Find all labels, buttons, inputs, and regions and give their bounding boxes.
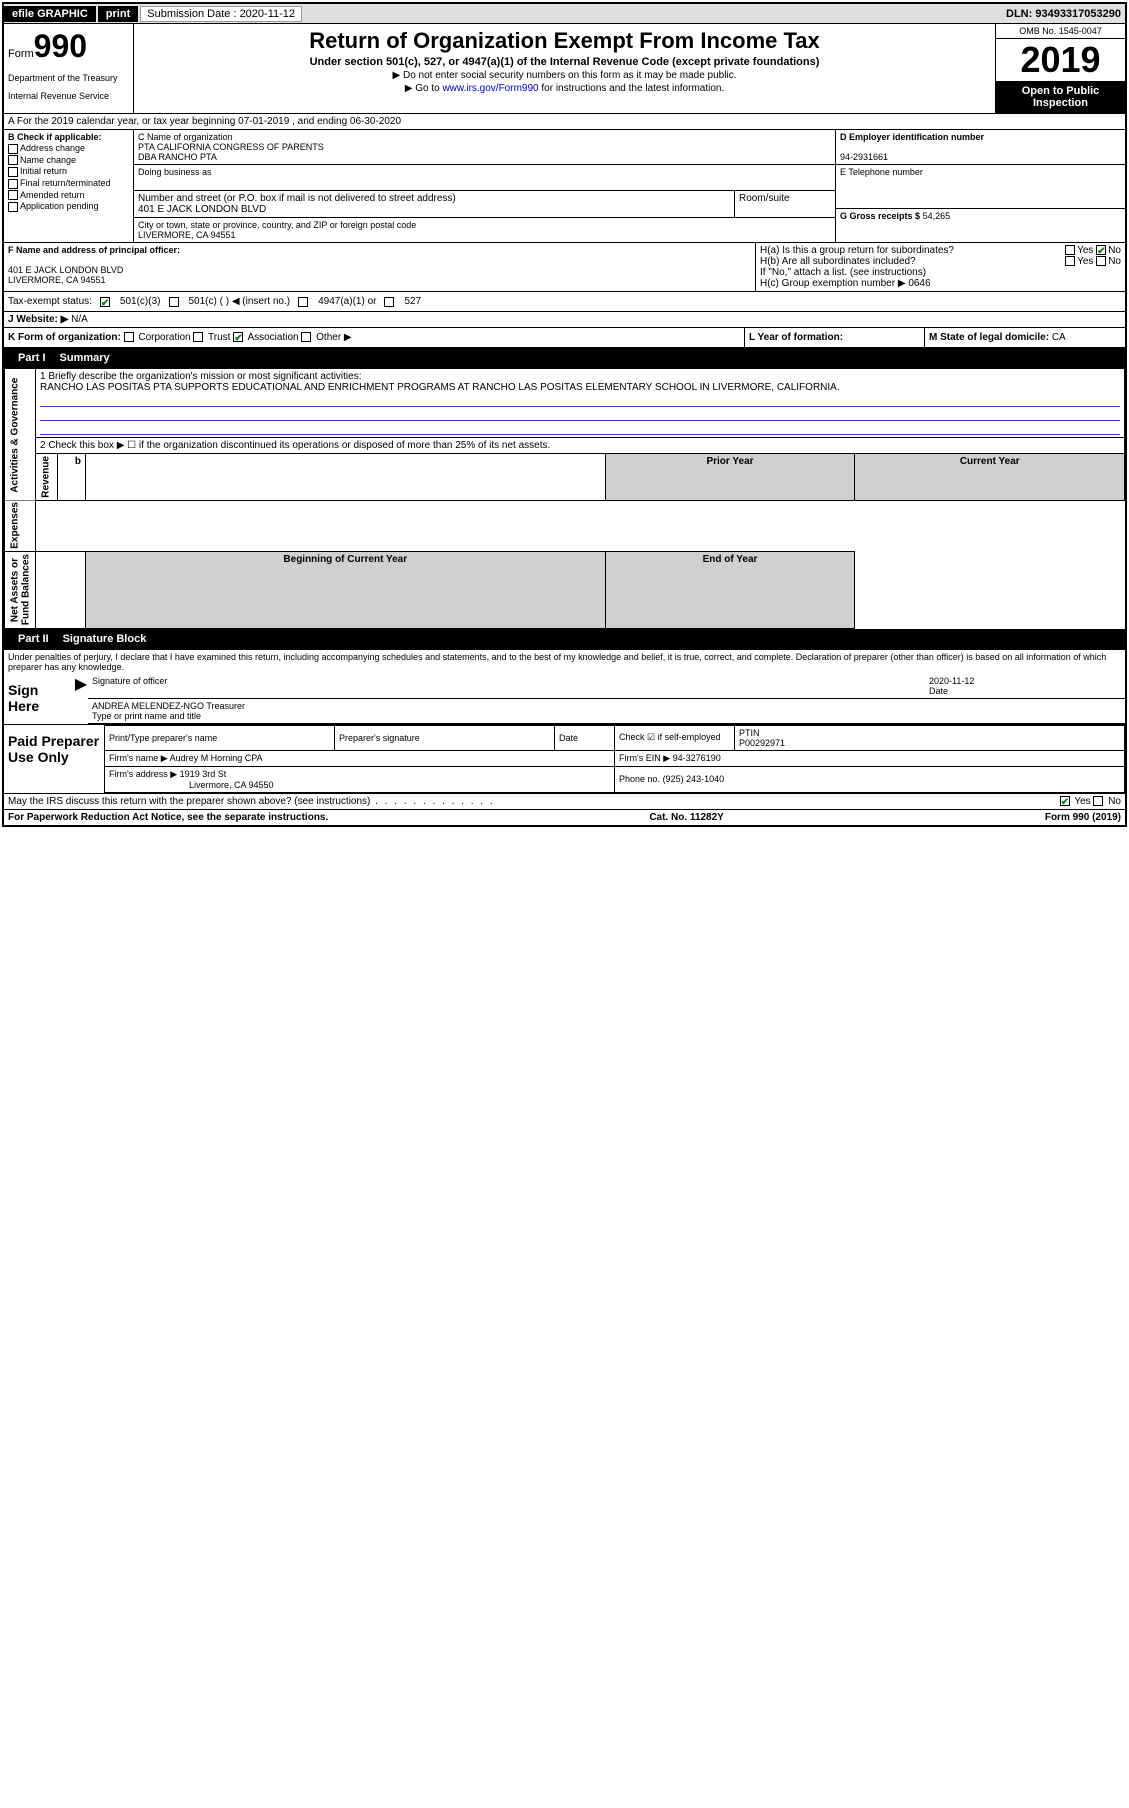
subtitle-section: Under section 501(c), 527, or 4947(a)(1)… [138, 56, 991, 68]
org-city: LIVERMORE, CA 94551 [138, 230, 831, 240]
perjury-text: Under penalties of perjury, I declare th… [4, 649, 1125, 674]
paid-preparer-block: Paid Preparer Use Only Print/Type prepar… [4, 725, 1125, 794]
chk-initial[interactable] [8, 167, 18, 177]
sign-here-block: Sign Here ▶ Signature of officer 2020-11… [4, 674, 1125, 725]
print-button[interactable]: print [98, 6, 138, 22]
vert-revenue: Revenue [36, 454, 58, 501]
dept-irs: Internal Revenue Service [8, 91, 129, 101]
box-d-e-g: D Employer identification number 94-2931… [835, 130, 1125, 242]
vert-governance: Activities & Governance [5, 369, 36, 501]
form990-link[interactable]: www.irs.gov/Form990 [442, 83, 538, 94]
dln: DLN: 93493317053290 [1006, 8, 1121, 20]
submission-date: Submission Date : 2020-11-12 [140, 6, 302, 22]
tax-year: 2019 [996, 39, 1125, 81]
line-a: A For the 2019 calendar year, or tax yea… [4, 114, 1125, 130]
chk-trust[interactable] [193, 332, 203, 342]
part-2-header: Part II Signature Block [4, 629, 1125, 649]
summary-table: Activities & Governance 1 Briefly descri… [4, 368, 1125, 629]
org-name-2: DBA RANCHO PTA [138, 152, 831, 162]
chk-final[interactable] [8, 179, 18, 189]
form-header: Form990 Department of the Treasury Inter… [4, 24, 1125, 114]
chk-discuss-yes[interactable] [1060, 796, 1070, 806]
discuss-row: May the IRS discuss this return with the… [4, 794, 1125, 810]
firm-name: Audrey M Horning CPA [170, 753, 263, 763]
vert-net: Net Assets or Fund Balances [5, 552, 36, 628]
form-number: 990 [34, 28, 87, 64]
line-k: K Form of organization: Corporation Trus… [4, 328, 1125, 348]
firm-addr2: Livermore, CA 94550 [189, 780, 274, 790]
tax-exempt-row: Tax-exempt status: 501(c)(3) 501(c) ( ) … [4, 292, 1125, 312]
sig-date: 2020-11-12 [929, 676, 974, 686]
chk-501c3[interactable] [100, 297, 110, 307]
part-1-header: Part I Summary [4, 348, 1125, 368]
website: N/A [71, 314, 88, 325]
vert-expenses: Expenses [5, 500, 36, 552]
org-name-1: PTA CALIFORNIA CONGRESS OF PARENTS [138, 142, 831, 152]
efile-button[interactable]: efile GRAPHIC [4, 6, 96, 22]
chk-name[interactable] [8, 155, 18, 165]
chk-assoc[interactable] [233, 332, 243, 342]
chk-address[interactable] [8, 144, 18, 154]
firm-phone: (925) 243-1040 [663, 774, 725, 784]
box-b: B Check if applicable: Address change Na… [4, 130, 134, 242]
chk-ha-no[interactable] [1096, 245, 1106, 255]
top-bar: efile GRAPHIC print Submission Date : 20… [4, 4, 1125, 24]
box-h: H(a) Is this a group return for subordin… [755, 243, 1125, 291]
instruction-goto: ▶ Go to www.irs.gov/Form990 for instruct… [138, 83, 991, 94]
org-address: 401 E JACK LONDON BLVD [138, 204, 730, 215]
group-exemption: 0646 [908, 278, 930, 289]
firm-ein: 94-3276190 [673, 753, 721, 763]
domicile: CA [1052, 332, 1066, 343]
chk-527[interactable] [384, 297, 394, 307]
ptin: P00292971 [739, 738, 785, 748]
chk-hb-yes[interactable] [1065, 256, 1075, 266]
box-c: C Name of organization PTA CALIFORNIA CO… [134, 130, 835, 242]
main-title: Return of Organization Exempt From Incom… [138, 28, 991, 54]
chk-ha-yes[interactable] [1065, 245, 1075, 255]
chk-corp[interactable] [124, 332, 134, 342]
officer-name: ANDREA MELENDEZ-NGO Treasurer [92, 701, 1121, 711]
chk-pending[interactable] [8, 202, 18, 212]
form-word: Form [8, 48, 34, 60]
instruction-ssn: ▶ Do not enter social security numbers o… [138, 70, 991, 81]
ein: 94-2931661 [840, 152, 888, 162]
chk-amended[interactable] [8, 190, 18, 200]
chk-4947[interactable] [298, 297, 308, 307]
dept-treasury: Department of the Treasury [8, 73, 129, 83]
mission-text: RANCHO LAS POSITAS PTA SUPPORTS EDUCATIO… [40, 382, 1120, 393]
firm-addr1: 1919 3rd St [180, 769, 227, 779]
chk-other[interactable] [301, 332, 311, 342]
open-public: Open to PublicInspection [996, 81, 1125, 113]
chk-501c[interactable] [169, 297, 179, 307]
gross-receipts: 54,265 [923, 211, 951, 221]
chk-hb-no[interactable] [1096, 256, 1106, 266]
chk-discuss-no[interactable] [1093, 796, 1103, 806]
line-j: J Website: ▶ N/A [4, 312, 1125, 328]
omb-number: OMB No. 1545-0047 [996, 24, 1125, 39]
page-footer: For Paperwork Reduction Act Notice, see … [4, 810, 1125, 825]
box-f: F Name and address of principal officer:… [4, 243, 755, 291]
